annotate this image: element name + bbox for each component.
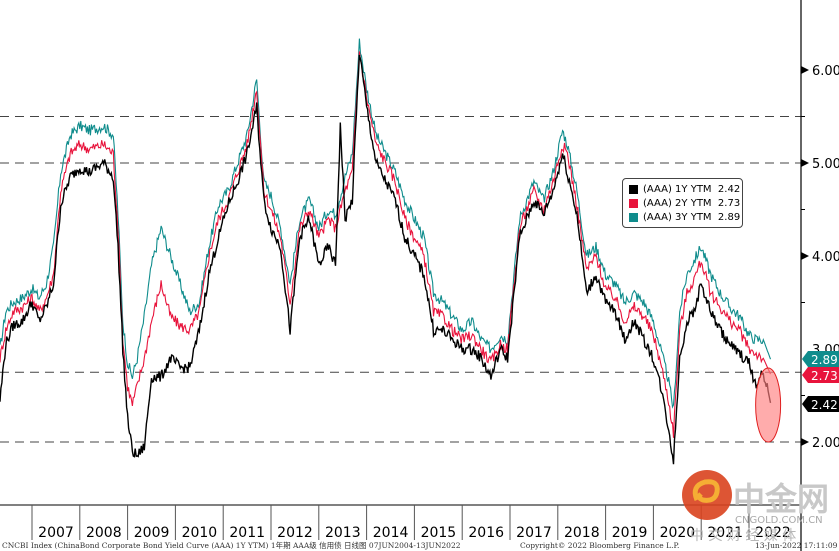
x-tick-label: 2014: [373, 525, 409, 541]
footer-timestamp: 13-Jun-2022 17:11:09: [755, 541, 838, 550]
y-tick-marker: [801, 252, 809, 260]
x-tick-label: 2019: [612, 525, 648, 541]
badge-shape: [802, 351, 839, 367]
legend-label-1y: (AAA) 1Y YTM 2.42: [643, 183, 741, 195]
x-tick-label: 2022: [755, 525, 791, 541]
legend-swatch-1y: [629, 184, 638, 194]
watermark-logo-icon: [682, 470, 732, 520]
x-tick-label: 2007: [38, 525, 74, 541]
reference-lines: [0, 116, 801, 443]
x-tick-label: 2009: [134, 525, 170, 541]
x-tick-label: 2008: [86, 525, 122, 541]
last-value-badge: 2.73: [802, 367, 839, 383]
x-tick-label: 2021: [707, 525, 743, 541]
series-line--aaa-1y-ytm: [0, 54, 772, 465]
badge-shape: [802, 396, 839, 412]
watermark-tagline: 中 文 财 经 媒 体: [690, 528, 796, 544]
x-tick-label: 2018: [564, 525, 600, 541]
watermark: 中金网 CNGOLD.COM.CN 中 文 财 经 媒 体: [682, 470, 829, 544]
series-line--aaa-3y-ytm: [0, 38, 772, 409]
highlight-ellipse: [755, 367, 782, 443]
x-tick-label: 2012: [277, 525, 313, 541]
y-tick-label: 2.00: [812, 436, 839, 451]
y-tick-marker: [801, 159, 809, 167]
x-tick-label: 2010: [182, 525, 218, 541]
series-line--aaa-2y-ytm: [0, 51, 772, 438]
legend-item-1y: (AAA) 1Y YTM 2.42: [629, 182, 742, 196]
series-layer: [0, 38, 772, 465]
x-tick-label: 2015: [421, 525, 457, 541]
x-tick-label: 2020: [660, 525, 696, 541]
x-tick-label: 2016: [468, 525, 504, 541]
footer-copyright: Copyright© 2022 Bloomberg Finance L.P.: [520, 541, 679, 550]
legend-item-3y: (AAA) 3Y YTM 2.89: [629, 210, 742, 224]
legend-label-3y: (AAA) 3Y YTM 2.89: [643, 211, 741, 223]
watermark-domain: CNGOLD.COM.CN: [735, 515, 823, 526]
badge-shape: [802, 367, 839, 383]
chart-legend: (AAA) 1Y YTM 2.42 (AAA) 2Y YTM 2.73 (AAA…: [622, 178, 743, 228]
x-tick-label: 2011: [229, 525, 265, 541]
y-axis: 2.004.005.006.003.00: [801, 64, 839, 451]
last-value-badge: 2.42: [802, 396, 839, 412]
legend-item-2y: (AAA) 2Y YTM 2.73: [629, 196, 742, 210]
badge-label: 2.89: [811, 353, 838, 367]
last-value-badge: 2.89: [802, 351, 839, 367]
legend-label-2y: (AAA) 2Y YTM 2.73: [643, 197, 741, 209]
watermark-brand: 中金网: [733, 480, 829, 518]
y-tick-marker: [801, 66, 809, 74]
watermark-logo-swirl: [692, 479, 720, 503]
y-tick-label: 6.00: [812, 64, 839, 79]
y-tick-label: 5.00: [812, 157, 839, 172]
x-tick-label: 2017: [516, 525, 552, 541]
x-tick-label: 2013: [325, 525, 361, 541]
legend-swatch-2y: [629, 198, 638, 208]
last-value-badges: 2.89 2.73 2.42: [802, 351, 839, 412]
y-tick-marker: [801, 438, 809, 446]
y-tick-label: 4.00: [812, 250, 839, 265]
footer-description: CNCBI Index (ChinaBond Corporate Bond Yi…: [2, 540, 461, 550]
legend-swatch-3y: [629, 212, 638, 222]
x-axis: 2007 2008 2009 2010 2011 2012 2013 2014 2015 2016…: [31, 505, 791, 541]
badge-label: 2.73: [811, 369, 838, 383]
badge-label: 2.42: [811, 398, 838, 412]
